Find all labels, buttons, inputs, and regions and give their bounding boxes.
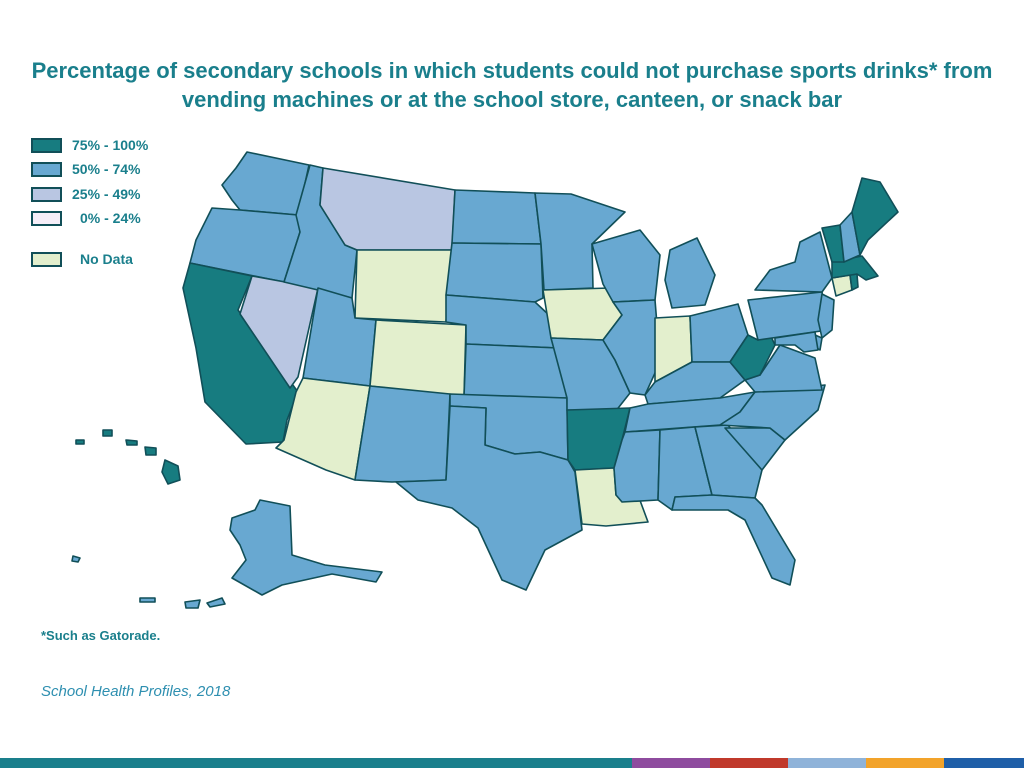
state-texas[interactable] [395, 405, 583, 591]
state-south-dakota[interactable] [445, 242, 544, 303]
map-title: Percentage of secondary schools in which… [31, 58, 993, 112]
footer-segment [0, 758, 632, 768]
legend-label: 75% - 100% [72, 137, 149, 153]
legend-label: 25% - 49% [72, 186, 141, 202]
state-hawaii-island[interactable] [102, 429, 113, 437]
state-colorado[interactable] [369, 319, 467, 398]
state-pennsylvania[interactable] [747, 291, 829, 341]
state-alaska-island[interactable] [71, 555, 81, 563]
legend-swatch [31, 161, 62, 177]
legend-swatch [31, 210, 62, 226]
state-new-york[interactable] [754, 231, 833, 293]
state-minnesota[interactable] [534, 192, 626, 291]
state-new-mexico[interactable] [354, 385, 451, 483]
footer-segment [788, 758, 866, 768]
state-wyoming[interactable] [354, 249, 453, 323]
state-hawaii[interactable] [161, 459, 181, 485]
footer-color-bar [0, 758, 1024, 768]
state-alaska[interactable] [229, 499, 383, 596]
state-montana[interactable] [319, 167, 456, 251]
legend-item-50-74: 50% - 74% [31, 160, 140, 178]
legend-item-25-49: 25% - 49% [31, 185, 140, 203]
legend-item-0-24: 0% - 24% [31, 209, 141, 227]
state-maine[interactable] [851, 177, 899, 256]
state-washington[interactable] [221, 151, 310, 216]
footer-segment [710, 758, 788, 768]
legend-swatch [31, 186, 62, 202]
source-citation: School Health Profiles, 2018 [41, 683, 231, 700]
legend-label: No Data [80, 251, 133, 267]
state-rhode-island[interactable] [849, 273, 859, 291]
legend-item-75-100: 75% - 100% [31, 136, 148, 154]
footer-segment [944, 758, 1024, 768]
state-hawaii-island[interactable] [125, 439, 138, 446]
legend-swatch [31, 137, 62, 153]
legend-label: 0% - 24% [80, 210, 141, 226]
state-north-dakota[interactable] [451, 189, 542, 245]
state-michigan[interactable] [664, 237, 716, 309]
state-maryland[interactable] [774, 331, 819, 353]
footer-segment [632, 758, 710, 768]
state-kansas[interactable] [463, 343, 568, 399]
footnote: *Such as Gatorade. [41, 628, 161, 643]
legend-label: 50% - 74% [72, 161, 141, 177]
state-new-jersey[interactable] [817, 293, 835, 339]
state-alaska-island[interactable] [139, 597, 156, 603]
state-hawaii-island[interactable] [75, 439, 85, 445]
state-north-carolina[interactable] [719, 384, 826, 441]
state-florida[interactable] [671, 494, 796, 586]
state-alaska-island[interactable] [184, 599, 201, 609]
state-hawaii-island[interactable] [144, 446, 157, 456]
state-alaska-island[interactable] [206, 597, 226, 608]
footer-segment [866, 758, 944, 768]
legend-item-no-data: No Data [31, 250, 133, 268]
legend-swatch [31, 251, 62, 267]
